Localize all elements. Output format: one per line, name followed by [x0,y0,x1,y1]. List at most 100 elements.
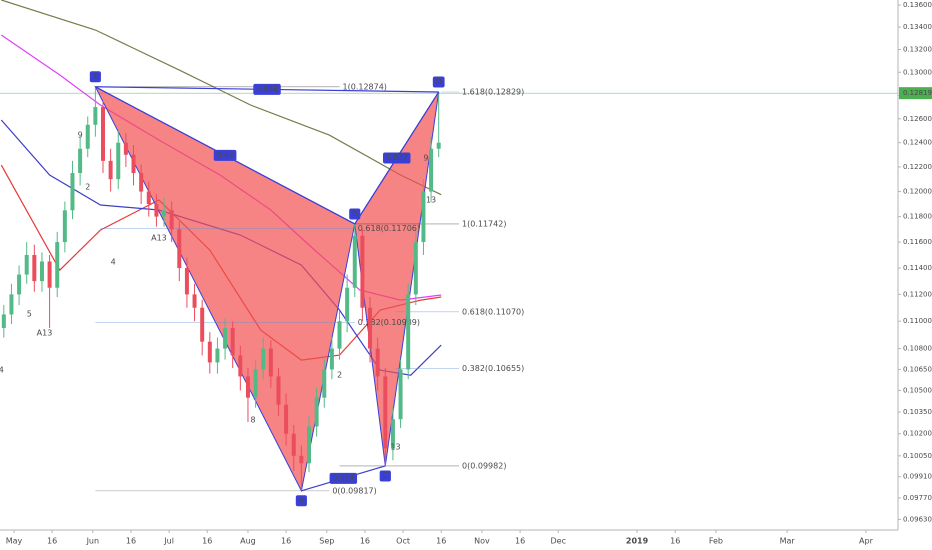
candle-body [47,261,52,288]
candle-body [329,348,334,370]
candle-body [360,235,365,308]
candle-body [215,348,220,363]
y-tick-label: 0.12000 [903,188,932,196]
candle-body [192,294,197,308]
last-price-box [899,87,932,100]
candle-body [200,307,205,342]
candle-body [154,204,159,217]
annotation: 13 [390,443,400,452]
candle-body [78,148,83,174]
y-tick-label: 0.10050 [903,452,932,460]
pattern-ratio-box [329,472,358,484]
y-tick-label: 0.09770 [903,494,932,502]
candle-body [352,235,357,288]
y-tick-label: 0.09630 [903,515,932,523]
candle-body [322,369,327,398]
candle-body [230,328,235,356]
pattern-point: B [352,209,357,218]
y-tick-label: 0.13600 [903,1,932,9]
x-tick-label: 16 [670,537,680,546]
candle-body [284,404,289,434]
pattern-point-box [295,495,307,507]
pattern-point-box [379,470,391,482]
annotation: 4 [0,366,4,375]
candle-body [436,142,441,149]
candle-body [345,287,350,322]
x-tick-label: 16 [436,537,446,546]
x-tick-label: Jun [86,537,100,546]
pattern-ratio: 0.988 [256,84,278,93]
candle-body [207,341,212,363]
pattern-point: X [93,72,98,81]
x-tick-label: Aug [240,537,256,546]
y-tick-label: 0.11800 [903,213,932,221]
y-tick-label: 0.12600 [903,115,932,123]
candle-body [100,107,105,161]
candle-body [413,242,418,295]
y-tick-label: 0.12400 [903,139,932,147]
pattern-point: A [299,496,305,505]
candle-body [17,274,22,295]
fib-label: 1(0.11742) [462,219,506,228]
x-tick-label: 16 [281,537,291,546]
candle-body [314,397,319,427]
candle-body [70,173,75,211]
y-tick-label: 0.11200 [903,290,932,298]
y-tick-label: 0.13200 [903,46,932,54]
candle-body [85,124,90,149]
candle-body [139,173,144,192]
candle-body [375,348,380,377]
x-tick-label: 16 [202,537,212,546]
y-tick-label: 0.10650 [903,365,932,373]
pattern-point: D [436,77,442,86]
candle-body [421,191,426,243]
candle-body [24,254,29,275]
candle-body [299,455,304,464]
candle-body [398,369,403,420]
x-tick-label: May [6,537,23,546]
y-tick-label: 0.11600 [903,238,932,246]
candle-body [184,267,189,295]
candle-body [93,107,98,125]
pattern-ratio: 0.63 [217,150,234,159]
pattern-ratio-box [213,149,237,161]
x-tick-label: 16 [126,537,136,546]
candle-body [337,321,342,349]
fib-label: 0.618(0.11070) [462,307,524,316]
annotation: A13 [151,234,167,243]
annotation: A13 [37,329,53,338]
y-tick-label: 0.10200 [903,430,932,438]
fib-label: 0(0.09817) [332,486,376,495]
y-tick-label: 0.09910 [903,473,932,481]
candle-body [306,426,311,464]
x-tick-label: 16 [47,537,57,546]
pattern-point: C [383,471,388,480]
candle-body [177,229,182,268]
x-tick-label: Nov [474,537,490,546]
x-tick-label: Sep [319,537,334,546]
candle-body [146,191,151,205]
pattern-ratio: 0.914 [333,473,355,482]
candle-body [108,160,113,180]
candle-body [238,355,243,377]
fib-label: 1.618(0.12829) [462,88,524,97]
candle-body [261,348,266,370]
candle-body [162,210,167,217]
y-tick-label: 0.11400 [903,264,932,272]
y-tick-label: 0.10500 [903,387,932,395]
y-tick-label: 0.13000 [903,68,932,76]
candle-body [253,369,258,398]
candle-body [39,261,44,282]
fib-label: 1(0.12874) [343,82,387,91]
fib-label: 0.618(0.11706) [358,224,420,233]
fib-label: 0.382(0.10655) [462,364,524,373]
annotation: 9 [78,131,83,140]
pattern-ratio-box [253,83,281,95]
candle-body [1,314,6,329]
candle-body [62,210,67,243]
annotation: 9 [423,154,428,163]
candle-body [429,148,434,192]
annotation: 4 [111,257,116,266]
pattern-fill [94,85,356,493]
pattern-point-box [89,71,101,83]
